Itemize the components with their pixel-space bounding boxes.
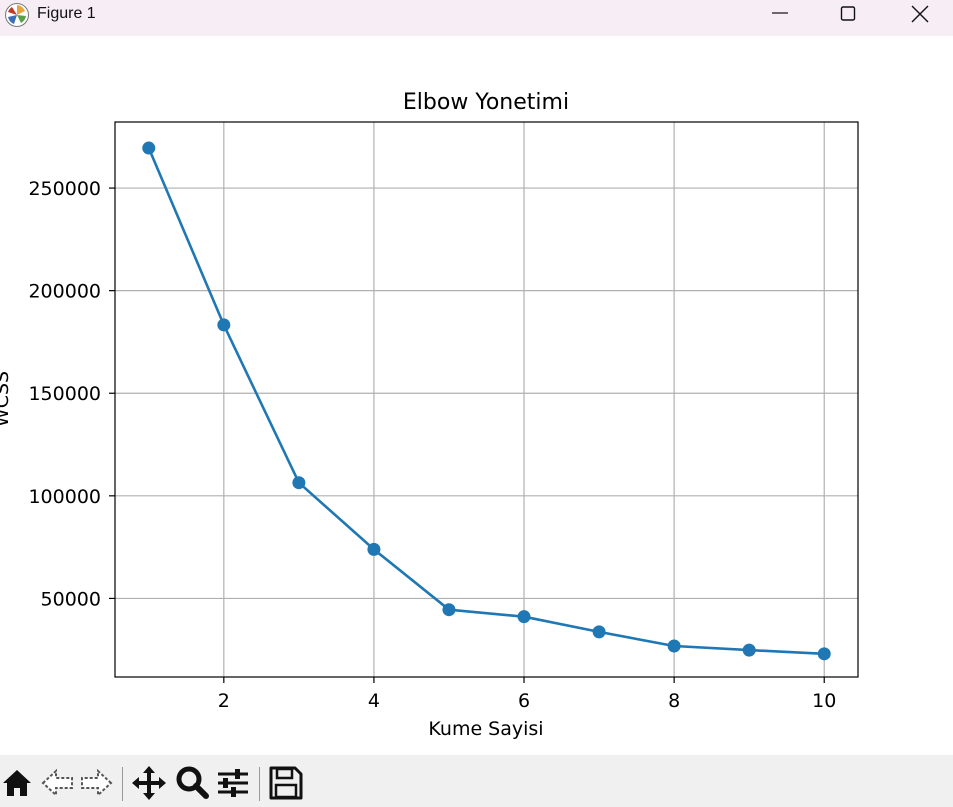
data-point [442, 603, 456, 617]
data-point [592, 625, 606, 639]
maximize-button[interactable] [820, 0, 876, 30]
data-point [817, 647, 831, 661]
pan-move-icon [132, 766, 166, 800]
data-point [667, 639, 681, 653]
pan-button[interactable] [131, 765, 167, 801]
series-layer [142, 141, 831, 661]
x-tick-label: 10 [812, 690, 836, 712]
y-tick-label: 200000 [28, 281, 101, 303]
back-arrow-icon [41, 768, 73, 798]
data-point [217, 318, 231, 332]
plot-frame [114, 121, 859, 678]
save-button[interactable] [268, 765, 304, 801]
x-tick-label: 8 [668, 690, 680, 712]
matplotlib-app-icon [5, 3, 29, 27]
navigation-toolbar [0, 755, 953, 807]
toolbar-separator [259, 767, 260, 801]
zoom-magnifier-icon [176, 766, 209, 799]
data-point [142, 141, 156, 155]
data-point [367, 542, 381, 556]
y-tick-label: 50000 [41, 588, 101, 610]
x-tick-label: 2 [218, 690, 230, 712]
window-title-bar: Figure 1 [0, 0, 953, 36]
save-floppy-icon [269, 766, 303, 800]
x-tick-label: 6 [518, 690, 530, 712]
data-point [292, 476, 306, 490]
close-icon [911, 5, 929, 23]
data-point [517, 610, 531, 624]
window-title: Figure 1 [37, 5, 96, 22]
grid-lines [115, 122, 858, 677]
figure-canvas[interactable]: Elbow Yonetimi 2 4 6 8 10 50000 100000 150000 20… [0, 36, 953, 755]
zoom-button[interactable] [174, 765, 210, 801]
x-axis-label: Kume Sayisi [428, 718, 543, 740]
series-line [147, 147, 825, 656]
configure-subplots-icon [218, 769, 248, 797]
configure-subplots-button[interactable] [215, 765, 251, 801]
chart-title: Elbow Yonetimi [403, 90, 569, 115]
back-button[interactable] [40, 765, 76, 801]
minimize-icon [772, 12, 788, 14]
maximize-icon [840, 6, 856, 21]
elbow-line-chart: Elbow Yonetimi 2 4 6 8 10 50000 100000 150000 20… [0, 90, 859, 740]
home-button[interactable] [0, 765, 36, 801]
tick-labels: 2 4 6 8 10 50000 100000 150000 200000 250000 [28, 178, 836, 712]
home-icon [3, 770, 31, 796]
y-tick-label: 150000 [28, 383, 101, 405]
close-button[interactable] [891, 0, 947, 30]
y-axis-label: WCSS [0, 371, 13, 427]
toolbar-separator [122, 767, 123, 801]
data-point [742, 643, 756, 657]
y-tick-label: 250000 [28, 178, 101, 200]
forward-button[interactable] [78, 765, 114, 801]
forward-arrow-icon [81, 768, 113, 798]
x-tick-label: 4 [368, 690, 380, 712]
minimize-button[interactable] [752, 0, 808, 30]
y-tick-label: 100000 [28, 486, 101, 508]
